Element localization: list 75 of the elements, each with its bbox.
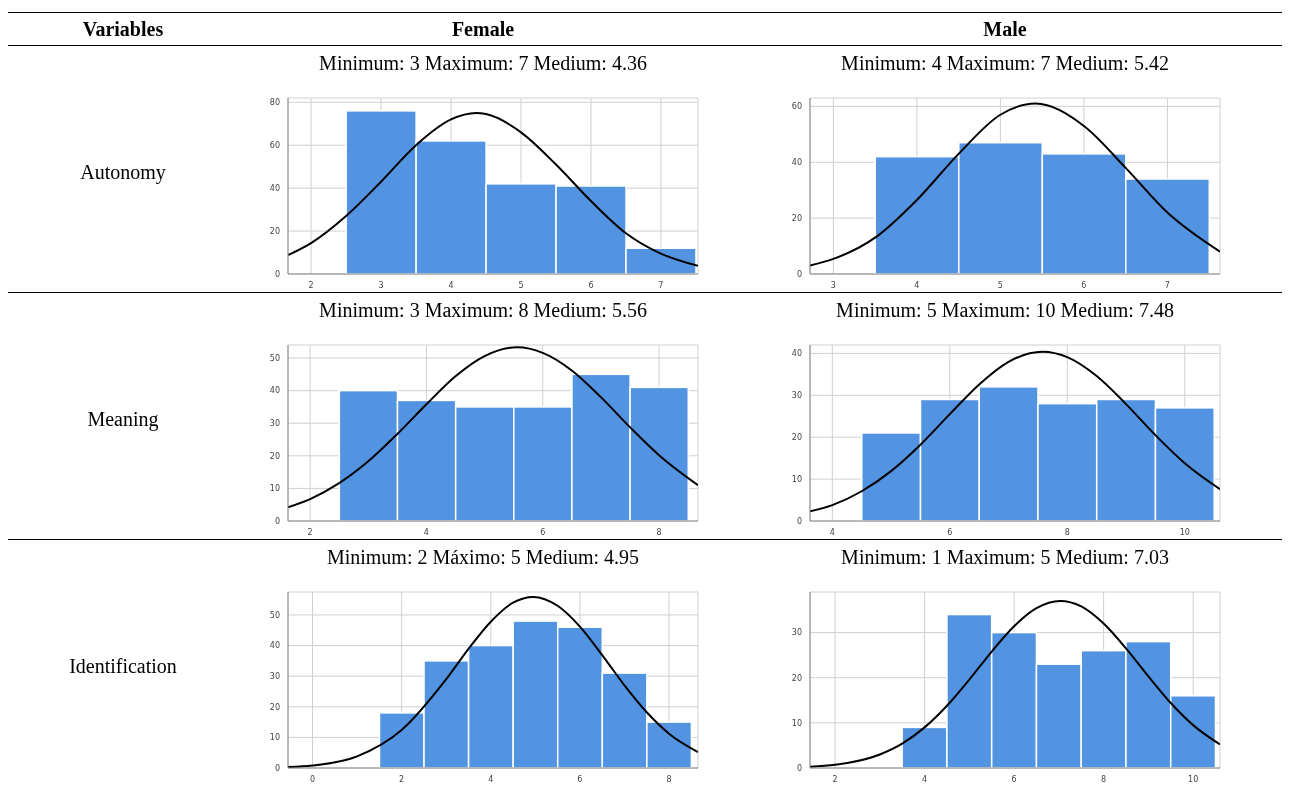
y-tick-label: 20	[791, 673, 802, 683]
chart-title: Minimum: 3 Maximum: 7 Medium: 4.36	[319, 52, 647, 76]
chart-title: Minimum: 4 Maximum: 7 Medium: 5.42	[841, 52, 1169, 76]
x-tick-label: 6	[588, 280, 594, 290]
text: Male	[982, 17, 1028, 41]
y-tick-label: 30	[791, 391, 802, 401]
text: Female	[450, 17, 516, 41]
x-tick-label: 6	[577, 774, 583, 784]
x-tick-label: 3	[378, 280, 384, 290]
x-tick-label: 5	[518, 280, 524, 290]
x-tick-label: 4	[914, 280, 920, 290]
y-tick-label: 0	[796, 269, 802, 279]
y-tick-label: 30	[791, 628, 802, 638]
y-tick-label: 40	[791, 158, 802, 168]
x-tick-label: 2	[832, 774, 838, 784]
y-tick-label: 80	[269, 98, 280, 108]
x-tick-label: 8	[1101, 774, 1107, 784]
x-tick-label: 6	[1081, 280, 1087, 290]
y-tick-label: 0	[274, 269, 280, 279]
y-tick-label: 40	[269, 183, 280, 193]
y-tick-label: 20	[269, 702, 280, 712]
line-series	[810, 102, 1220, 267]
x-tick-label: 6	[947, 527, 953, 537]
x-tick-label: 10	[1188, 774, 1199, 784]
x-tick-label: 10	[1179, 527, 1190, 537]
y-tick-label: 60	[269, 141, 280, 151]
y-tick-label: 10	[791, 718, 802, 728]
y-tick-label: 0	[274, 763, 280, 773]
line-series	[288, 112, 698, 267]
y-tick-label: 10	[791, 474, 802, 484]
x-tick-label: 6	[540, 527, 546, 537]
x-tick-label: 8	[666, 774, 672, 784]
chart-title: Minimum: 3 Maximum: 8 Medium: 5.56	[319, 299, 647, 323]
y-tick-label: 50	[269, 610, 280, 620]
line-series	[288, 595, 698, 768]
x-tick-label: 3	[830, 280, 836, 290]
x-tick-label: 2	[399, 774, 405, 784]
x-tick-label: 4	[423, 527, 429, 537]
y-tick-label: 30	[269, 672, 280, 682]
y-tick-label: 40	[791, 349, 802, 359]
x-tick-label: 2	[307, 527, 313, 537]
x-tick-label: 4	[829, 527, 835, 537]
x-tick-label: 6	[1011, 774, 1017, 784]
y-tick-label: 50	[269, 353, 280, 363]
chart-title: Minimum: 5 Maximum: 10 Medium: 7.48	[836, 299, 1174, 323]
x-tick-label: 0	[309, 774, 316, 784]
x-tick-label: 4	[448, 280, 454, 290]
y-tick-label: 40	[269, 386, 280, 396]
y-tick-label: 0	[796, 516, 802, 526]
y-tick-label: 20	[791, 433, 802, 443]
y-tick-label: 10	[269, 484, 280, 494]
chart-title: Minimum: 1 Maximum: 5 Medium: 7.03	[841, 546, 1169, 570]
x-tick-label: 4	[488, 774, 494, 784]
y-tick-label: 10	[269, 733, 280, 743]
x-tick-label: 7	[658, 280, 664, 290]
y-tick-label: 20	[269, 226, 280, 236]
y-tick-label: 0	[796, 763, 802, 773]
x-tick-label: 5	[997, 280, 1003, 290]
x-tick-label: 8	[1064, 527, 1070, 537]
x-tick-label: 8	[656, 527, 662, 537]
text: Meaning	[86, 406, 160, 433]
x-tick-label: 7	[1164, 280, 1170, 290]
y-tick-label: 20	[791, 213, 802, 223]
chart-title: Minimum: 2 Máximo: 5 Medium: 4.95	[326, 546, 640, 570]
text: Autonomy	[79, 159, 167, 186]
line-series	[810, 350, 1220, 513]
y-tick-label: 0	[274, 516, 280, 526]
y-tick-label: 30	[269, 419, 280, 429]
x-tick-label: 4	[922, 774, 928, 784]
text: Identification	[68, 653, 178, 679]
text: Variables	[81, 17, 165, 41]
y-tick-label: 20	[269, 451, 280, 461]
y-tick-label: 40	[269, 641, 280, 651]
y-tick-label: 60	[791, 102, 802, 112]
x-tick-label: 2	[308, 280, 314, 290]
